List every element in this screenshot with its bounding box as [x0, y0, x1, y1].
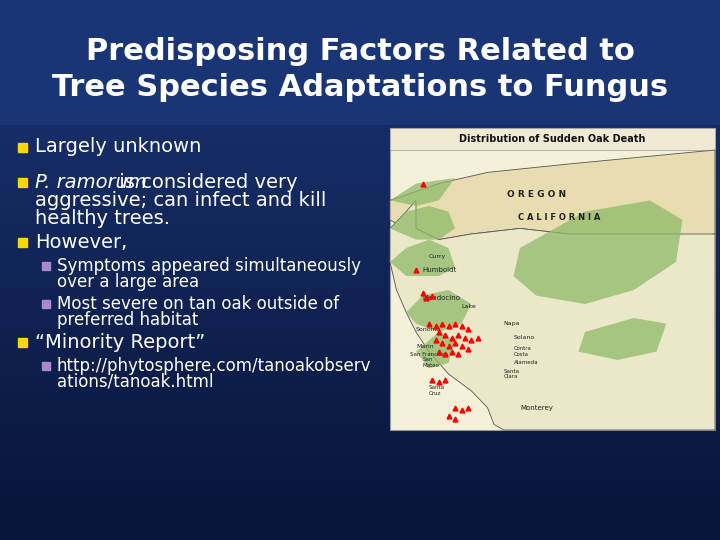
Text: However,: However,	[35, 233, 127, 252]
Text: ations/tanoak.html: ations/tanoak.html	[57, 373, 214, 391]
Polygon shape	[390, 200, 715, 430]
Text: P. ramorum: P. ramorum	[35, 172, 147, 192]
Text: Marin: Marin	[416, 343, 433, 348]
Polygon shape	[406, 290, 472, 332]
Text: Most severe on tan oak outside of: Most severe on tan oak outside of	[57, 295, 339, 313]
Text: Santa
Clara: Santa Clara	[504, 369, 520, 380]
Polygon shape	[578, 318, 666, 360]
Text: Symptoms appeared simultaneously: Symptoms appeared simultaneously	[57, 257, 361, 275]
Text: O R E G O N: O R E G O N	[507, 190, 566, 199]
Text: Alameda: Alameda	[513, 360, 538, 365]
Polygon shape	[513, 200, 683, 304]
Polygon shape	[390, 178, 455, 206]
Text: Solano: Solano	[513, 335, 535, 340]
FancyBboxPatch shape	[18, 238, 27, 246]
Text: Napa: Napa	[504, 321, 521, 326]
FancyBboxPatch shape	[42, 300, 50, 308]
Text: Mendocino: Mendocino	[423, 295, 461, 301]
FancyBboxPatch shape	[390, 128, 715, 150]
FancyBboxPatch shape	[18, 178, 27, 186]
Text: preferred habitat: preferred habitat	[57, 311, 199, 329]
Polygon shape	[390, 150, 715, 240]
Text: C A L I F O R N I A: C A L I F O R N I A	[518, 213, 600, 222]
Text: Distribution of Sudden Oak Death: Distribution of Sudden Oak Death	[459, 134, 646, 144]
Text: http://phytosphere.com/tanoakobserv: http://phytosphere.com/tanoakobserv	[57, 357, 372, 375]
FancyBboxPatch shape	[18, 338, 27, 347]
Text: Santa
Cruz: Santa Cruz	[429, 386, 445, 396]
Text: Monterey: Monterey	[520, 404, 553, 410]
Text: Lake: Lake	[462, 305, 476, 309]
Text: San
Mateo: San Mateo	[423, 357, 439, 368]
FancyBboxPatch shape	[42, 262, 50, 270]
Polygon shape	[390, 206, 455, 240]
Polygon shape	[416, 332, 455, 368]
Text: is considered very: is considered very	[113, 172, 297, 192]
Text: San Francisco: San Francisco	[410, 352, 448, 357]
Text: “Minority Report”: “Minority Report”	[35, 333, 205, 352]
Text: aggressive; can infect and kill: aggressive; can infect and kill	[35, 191, 326, 210]
Text: Curry: Curry	[429, 254, 446, 259]
Text: healthy trees.: healthy trees.	[35, 208, 170, 227]
FancyBboxPatch shape	[18, 143, 27, 152]
FancyBboxPatch shape	[0, 0, 720, 125]
Text: Contra
Costa: Contra Costa	[513, 346, 531, 357]
Text: Largely unknown: Largely unknown	[35, 138, 202, 157]
Text: Tree Species Adaptations to Fungus: Tree Species Adaptations to Fungus	[52, 73, 668, 103]
FancyBboxPatch shape	[390, 128, 715, 430]
Polygon shape	[390, 240, 455, 276]
Text: Humboldt: Humboldt	[423, 267, 456, 273]
Text: over a large area: over a large area	[57, 273, 199, 291]
Text: Predisposing Factors Related to: Predisposing Factors Related to	[86, 37, 634, 66]
Text: Sonoma: Sonoma	[416, 327, 441, 332]
FancyBboxPatch shape	[42, 362, 50, 370]
